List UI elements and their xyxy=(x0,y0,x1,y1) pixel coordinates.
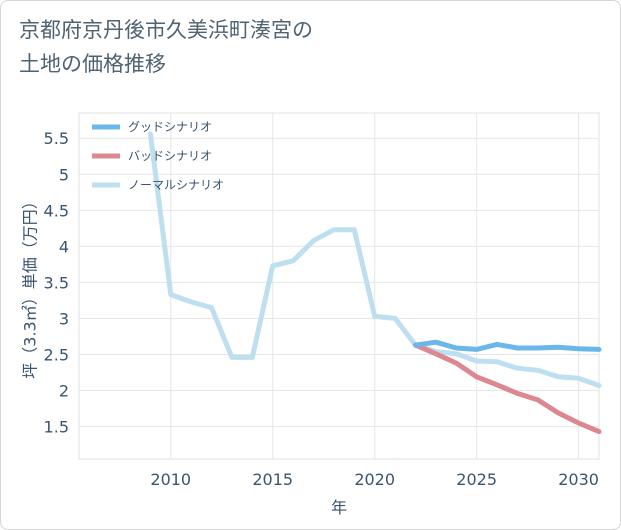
x-axis-title: 年 xyxy=(331,498,347,517)
y-tick-label: 5 xyxy=(59,165,69,184)
x-tick-label: 2020 xyxy=(354,470,395,489)
x-tick-label: 2010 xyxy=(150,470,191,489)
series-line-0[interactable] xyxy=(413,339,602,352)
series-line-1[interactable] xyxy=(413,342,602,435)
legend-item-2[interactable]: ノーマルシナリオ xyxy=(92,178,224,192)
grid-layer xyxy=(79,113,599,459)
y-tick-label: 2 xyxy=(59,382,69,401)
legend-item-1[interactable]: バッドシナリオ xyxy=(92,149,212,163)
x-tick-label: 2030 xyxy=(558,470,599,489)
legend-label: バッドシナリオ xyxy=(128,149,212,163)
x-tick-label: 2015 xyxy=(252,470,293,489)
y-tick-label: 1.5 xyxy=(44,418,69,437)
y-tick-label: 4.5 xyxy=(44,201,69,220)
y-tick-label: 5.5 xyxy=(44,129,69,148)
chart-title: 京都府京丹後市久美浜町湊宮の 土地の価格推移 xyxy=(19,18,313,76)
legend-item-0[interactable]: グッドシナリオ xyxy=(92,120,212,134)
y-tick-label: 4 xyxy=(59,237,69,256)
plot-area-border xyxy=(78,112,600,460)
y-axis-title: 坪（3.3㎡）単価（万円） xyxy=(21,193,40,378)
series-line-2[interactable] xyxy=(147,131,602,388)
y-tick-label: 3.5 xyxy=(44,273,69,292)
series-layer xyxy=(147,131,602,435)
tick-label-layer: 1.5 2 2.5 3 3.5 4 4.5 5 5.5 2010 2015 2020 2025 2030 xyxy=(44,129,599,489)
y-tick-label: 3 xyxy=(59,309,69,328)
legend-label: ノーマルシナリオ xyxy=(128,178,224,192)
legend-label: グッドシナリオ xyxy=(128,120,212,134)
x-tick-label: 2025 xyxy=(456,470,497,489)
y-tick-label: 2.5 xyxy=(44,345,69,364)
